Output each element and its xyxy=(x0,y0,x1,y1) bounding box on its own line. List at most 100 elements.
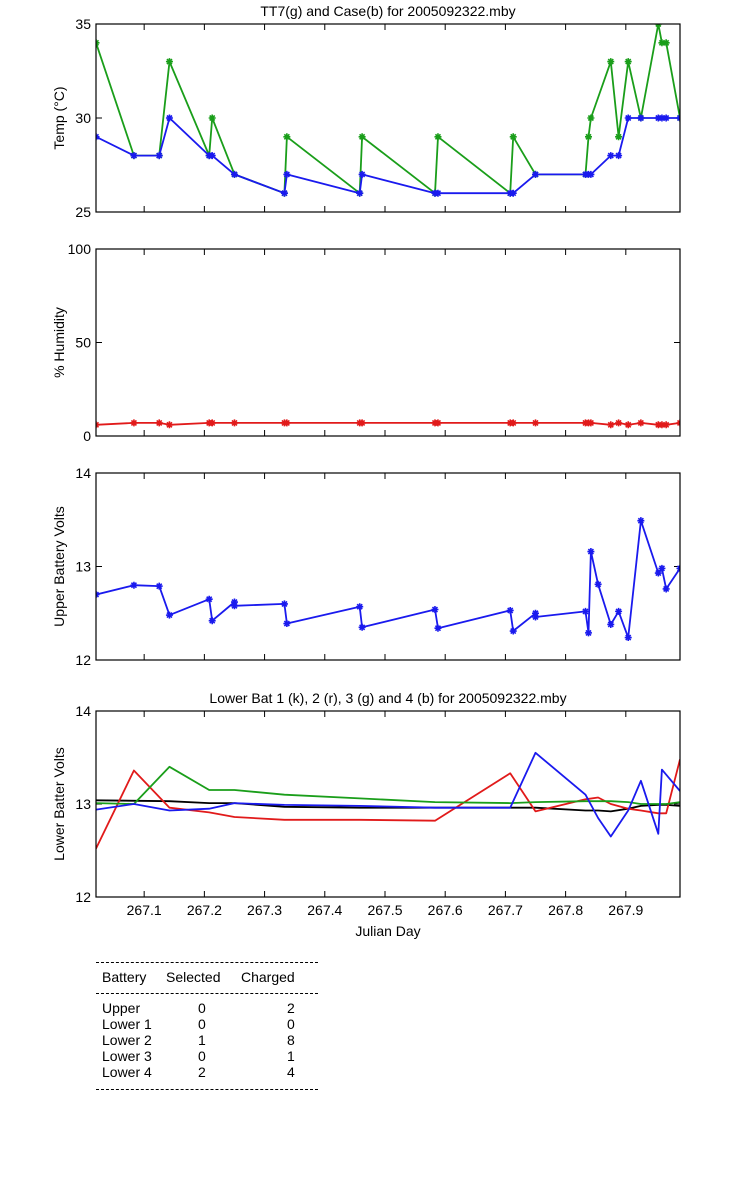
chart-title: Lower Bat 1 (k), 2 (r), 3 (g) and 4 (b) … xyxy=(209,690,566,706)
data-point-marker xyxy=(587,419,595,427)
x-axis-label: Julian Day xyxy=(355,923,420,939)
data-point-marker xyxy=(358,133,366,141)
chart-panel-4: 12 13 14 Lower Bat 1 (k), 2 (r), 3 (g) and … xyxy=(51,690,681,939)
data-point-marker xyxy=(165,114,173,122)
x-tick-label: 267.3 xyxy=(247,902,282,918)
row-selected: 2 xyxy=(198,1064,206,1080)
data-point-marker xyxy=(358,170,366,178)
data-point-marker xyxy=(155,152,163,160)
data-point-marker xyxy=(356,189,364,197)
table-row: Lower 2 1 8 xyxy=(96,1032,318,1048)
data-point-marker xyxy=(506,606,514,614)
data-point-marker xyxy=(615,607,623,615)
table-row: Lower 1 0 0 xyxy=(96,1016,318,1032)
table-row: Lower 3 0 1 xyxy=(96,1048,318,1064)
row-charged: 0 xyxy=(287,1016,295,1032)
data-point-marker xyxy=(165,421,173,429)
row-selected: 0 xyxy=(198,1048,206,1064)
data-point-marker xyxy=(615,133,623,141)
row-battery: Upper xyxy=(102,1000,141,1016)
data-point-marker xyxy=(662,421,670,429)
data-point-marker xyxy=(532,613,540,621)
data-point-marker xyxy=(208,419,216,427)
data-point-marker xyxy=(581,607,589,615)
y-tick-label: 12 xyxy=(75,652,91,668)
data-point-marker xyxy=(624,58,632,66)
series-line-case xyxy=(96,117,680,195)
data-point-marker xyxy=(230,170,238,178)
data-point-marker xyxy=(434,133,442,141)
series-line-lower-1 xyxy=(96,799,680,813)
row-charged: 8 xyxy=(287,1032,295,1048)
data-point-marker xyxy=(208,114,216,122)
x-tick-label: 267.1 xyxy=(127,902,162,918)
data-point-marker xyxy=(658,39,666,47)
data-point-marker xyxy=(283,419,291,427)
data-point-marker xyxy=(358,419,366,427)
data-point-marker xyxy=(155,582,163,590)
data-point-marker xyxy=(607,421,615,429)
series-group xyxy=(96,751,680,849)
y-tick-label: 50 xyxy=(75,335,91,351)
table-rule-mid xyxy=(96,993,318,994)
data-point-marker xyxy=(615,152,623,160)
table-rule-bottom xyxy=(96,1089,318,1090)
table-row: Upper 0 2 xyxy=(96,1000,318,1016)
table-header-row: Battery Selected Charged xyxy=(96,969,318,985)
data-point-marker xyxy=(587,114,595,122)
series-line-lower-4 xyxy=(96,751,680,838)
data-point-marker xyxy=(283,620,291,628)
data-point-marker xyxy=(584,133,592,141)
data-point-marker xyxy=(434,189,442,197)
chart-panel-1: 25 30 35 TT7(g) and Case(b) for 2005092322.… xyxy=(51,3,681,220)
row-battery: Lower 2 xyxy=(102,1032,152,1048)
data-point-marker xyxy=(607,152,615,160)
y-axis-label: Temp (°C) xyxy=(51,86,67,149)
data-point-marker xyxy=(509,189,517,197)
row-charged: 4 xyxy=(287,1064,295,1080)
data-point-marker xyxy=(280,189,288,197)
chart-panel-2: 0 50 100 % Humidity xyxy=(51,241,681,444)
data-point-marker xyxy=(587,548,595,556)
data-point-marker xyxy=(532,170,540,178)
y-tick-label: 12 xyxy=(75,889,91,905)
row-battery: Lower 3 xyxy=(102,1048,152,1064)
row-charged: 2 xyxy=(287,1000,295,1016)
chart-panel-3: 12 13 14 Upper Battery Volts xyxy=(51,465,681,668)
x-tick-label: 267.6 xyxy=(428,902,463,918)
data-point-marker xyxy=(434,419,442,427)
data-point-marker xyxy=(230,602,238,610)
data-point-marker xyxy=(624,634,632,642)
row-charged: 1 xyxy=(287,1048,295,1064)
x-tick-label: 267.2 xyxy=(187,902,222,918)
row-selected: 1 xyxy=(198,1032,206,1048)
y-tick-label: 14 xyxy=(75,703,91,719)
series-group xyxy=(96,24,680,197)
data-point-marker xyxy=(658,564,666,572)
data-point-marker xyxy=(654,569,662,577)
data-point-marker xyxy=(155,419,163,427)
data-point-marker xyxy=(130,419,138,427)
figure: 25 30 35 TT7(g) and Case(b) for 2005092322.… xyxy=(51,3,681,939)
data-point-marker xyxy=(637,114,645,122)
data-point-marker xyxy=(283,170,291,178)
y-tick-label: 100 xyxy=(68,241,92,257)
data-point-marker xyxy=(607,58,615,66)
data-point-marker xyxy=(584,629,592,637)
y-axis-label: Upper Battery Volts xyxy=(51,506,67,627)
series-group xyxy=(96,517,680,642)
data-point-marker xyxy=(509,133,517,141)
battery-table: Battery Selected Charged Upper 0 2 Lower… xyxy=(96,960,318,1090)
plot-frame xyxy=(95,710,681,898)
data-point-marker xyxy=(165,58,173,66)
data-point-marker xyxy=(358,623,366,631)
data-point-marker xyxy=(658,114,666,122)
plot-frame xyxy=(95,23,681,213)
series-line-upper-battery xyxy=(96,519,680,639)
series-line-lower-2 xyxy=(96,759,680,849)
data-point-marker xyxy=(208,152,216,160)
data-point-marker xyxy=(532,609,540,617)
data-point-marker xyxy=(283,133,291,141)
data-point-marker xyxy=(230,598,238,606)
x-tick-label: 267.7 xyxy=(488,902,523,918)
